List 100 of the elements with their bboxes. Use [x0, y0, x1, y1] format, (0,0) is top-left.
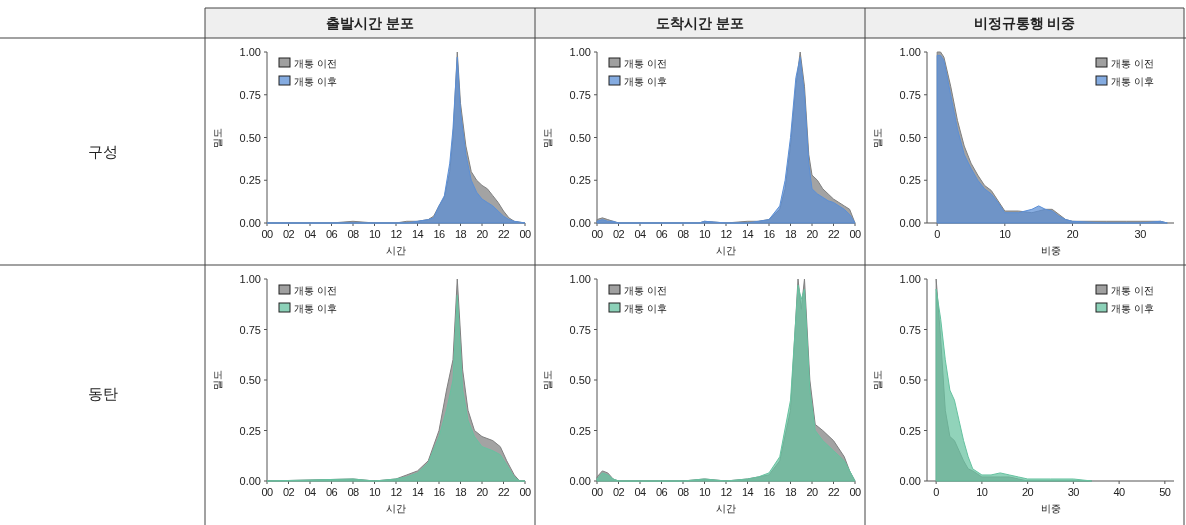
x-tick-label: 12	[390, 228, 402, 240]
y-tick-label: 0.50	[239, 131, 261, 144]
x-tick-label: 14	[411, 228, 424, 240]
x-tick-label: 10	[368, 228, 381, 240]
chart-title: 출발시간 분포	[326, 15, 414, 31]
x-tick-label: 18	[454, 486, 467, 498]
y-tick-label: 0.25	[239, 424, 261, 437]
x-tick-label: 22	[497, 486, 510, 498]
x-tick-label: 14	[741, 486, 754, 498]
y-tick-label: 0.50	[569, 374, 591, 386]
x-tick-label: 02	[612, 228, 625, 240]
y-tick-label: 0.75	[569, 88, 591, 101]
x-tick-label: 18	[784, 486, 797, 498]
chart-title: 비정규통행 비중	[973, 15, 1076, 31]
x-tick-label: 10	[698, 486, 711, 498]
y-tick-label: 1.00	[239, 46, 261, 58]
x-tick-label: 04	[634, 228, 646, 240]
x-tick-label: 10	[999, 228, 1011, 240]
x-tick-label: 10	[976, 486, 988, 498]
y-tick-label: 0.75	[239, 323, 261, 336]
x-tick-label: 06	[655, 228, 668, 240]
x-tick-label: 00	[519, 228, 531, 240]
x-axis-title: 시간	[386, 503, 406, 514]
x-tick-label: 0	[933, 486, 940, 498]
x-axis-title: 비중	[1040, 245, 1061, 256]
legend-label: 개통 이후	[294, 303, 337, 314]
x-tick-label: 08	[347, 228, 359, 240]
y-tick-label: 0.50	[899, 374, 921, 386]
y-axis-title: 밀도	[212, 127, 223, 148]
y-tick-label: 1.00	[239, 273, 261, 285]
y-tick-label: 0.25	[569, 174, 591, 187]
x-tick-label: 16	[763, 228, 775, 240]
legend-label: 개통 이전	[294, 58, 337, 69]
x-tick-label: 22	[827, 486, 840, 498]
y-axis-title: 밀도	[872, 370, 883, 390]
y-tick-label: 0.00	[899, 217, 921, 229]
y-tick-label: 0.50	[569, 131, 591, 144]
x-tick-label: 16	[433, 228, 445, 240]
x-tick-label: 02	[282, 486, 295, 498]
x-tick-label: 0	[934, 228, 941, 240]
legend-label: 개통 이전	[1111, 58, 1154, 69]
x-axis-title: 비중	[1040, 503, 1061, 514]
y-tick-label: 1.00	[569, 46, 591, 58]
x-tick-label: 00	[849, 486, 861, 498]
x-tick-label: 00	[261, 486, 273, 498]
x-tick-label: 22	[827, 228, 840, 240]
y-tick-label: 0.75	[899, 88, 921, 101]
x-tick-label: 12	[720, 486, 732, 498]
x-tick-label: 00	[519, 486, 531, 498]
legend-label: 개통 이전	[624, 285, 667, 296]
legend-label: 개통 이전	[624, 58, 667, 69]
x-tick-label: 18	[784, 228, 797, 240]
x-tick-label: 14	[741, 228, 754, 240]
x-tick-label: 06	[325, 228, 338, 240]
x-tick-label: 20	[806, 486, 818, 498]
x-axis-title: 시간	[716, 245, 736, 256]
chart-title: 도착시간 분포	[656, 15, 744, 31]
y-tick-label: 0.50	[899, 131, 921, 144]
x-tick-label: 06	[655, 486, 668, 498]
x-tick-label: 18	[454, 228, 467, 240]
y-axis-title: 밀도	[212, 370, 223, 390]
y-tick-label: 0.00	[569, 217, 591, 229]
legend-label: 개통 이후	[1111, 76, 1154, 87]
x-tick-label: 50	[1159, 486, 1171, 498]
x-axis-title: 시간	[716, 503, 736, 514]
x-tick-label: 12	[720, 228, 732, 240]
x-tick-label: 04	[304, 486, 316, 498]
y-tick-label: 1.00	[899, 273, 921, 285]
y-tick-label: 0.25	[239, 174, 261, 187]
x-tick-label: 16	[763, 486, 775, 498]
y-tick-label: 0.00	[239, 217, 261, 229]
x-tick-label: 08	[347, 486, 359, 498]
x-tick-label: 22	[497, 228, 510, 240]
x-tick-label: 04	[634, 486, 646, 498]
x-tick-label: 20	[476, 228, 488, 240]
y-tick-label: 0.00	[899, 475, 921, 487]
x-tick-label: 00	[591, 228, 603, 240]
x-tick-label: 14	[411, 486, 424, 498]
x-tick-label: 30	[1134, 228, 1147, 240]
y-tick-label: 0.50	[239, 374, 261, 386]
x-tick-label: 00	[261, 228, 273, 240]
y-axis-title: 밀도	[542, 370, 553, 390]
x-tick-label: 04	[304, 228, 316, 240]
y-tick-label: 0.25	[899, 174, 921, 187]
y-tick-label: 0.00	[239, 475, 261, 487]
legend-label: 개통 이전	[1111, 285, 1154, 296]
x-tick-label: 00	[849, 228, 861, 240]
x-tick-label: 20	[1066, 228, 1079, 240]
x-axis-title: 시간	[386, 245, 406, 256]
y-tick-label: 0.75	[569, 323, 591, 336]
text: 구성	[87, 142, 118, 160]
x-tick-label: 10	[698, 228, 711, 240]
x-tick-label: 10	[368, 486, 381, 498]
legend-label: 개통 이후	[624, 303, 667, 314]
x-tick-label: 06	[325, 486, 338, 498]
x-tick-label: 20	[1022, 486, 1034, 498]
y-tick-label: 0.25	[569, 424, 591, 437]
x-tick-label: 08	[677, 486, 689, 498]
text: 동탄	[87, 385, 118, 402]
x-tick-label: 16	[433, 486, 445, 498]
